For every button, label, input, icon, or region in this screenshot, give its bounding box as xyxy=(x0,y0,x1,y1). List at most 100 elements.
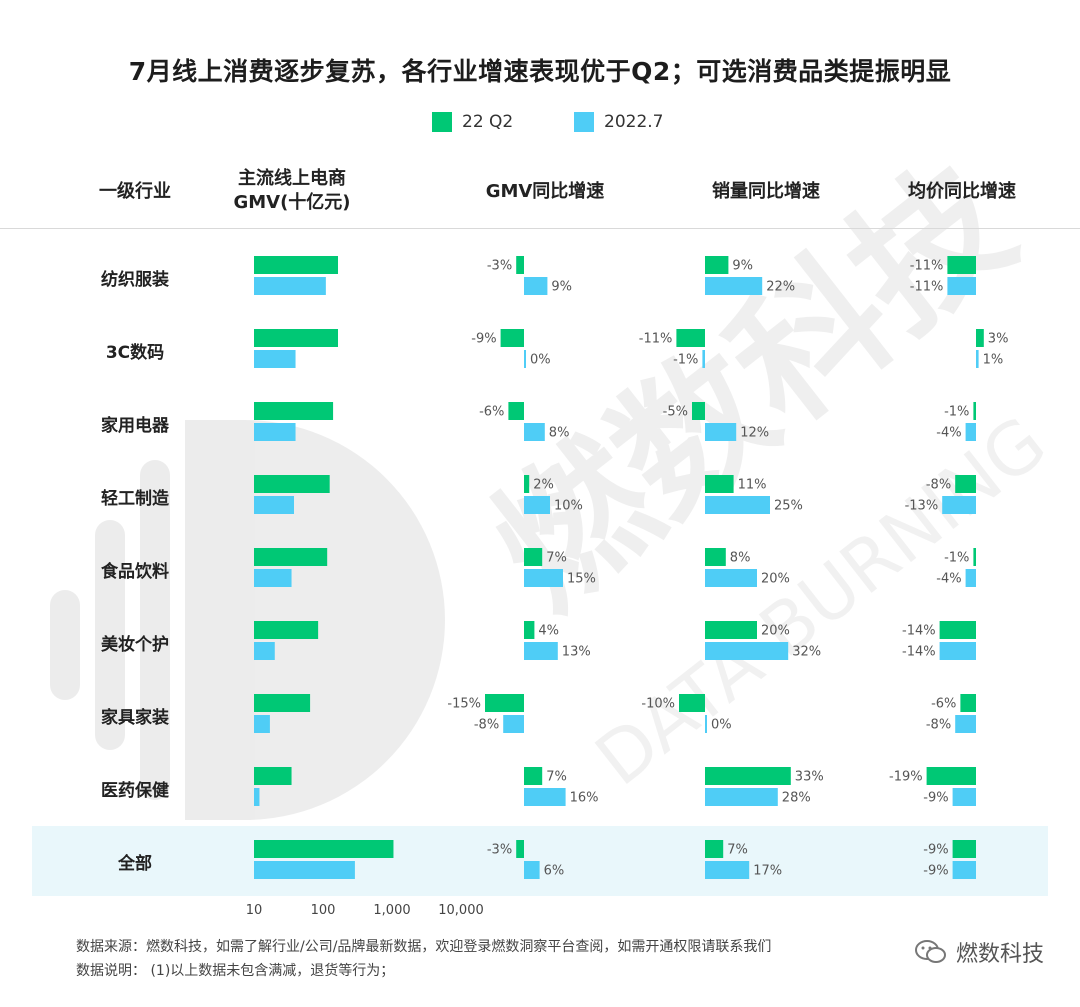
gmv-bar-q2 xyxy=(254,767,292,785)
volume_yoy-label-jul: 22% xyxy=(766,280,795,295)
price_yoy-bar-jul xyxy=(965,423,976,441)
volume_yoy-bar-q2 xyxy=(705,767,791,785)
gmv_yoy-label-jul: 16% xyxy=(570,791,599,806)
brand-badge: 燃数科技 xyxy=(914,936,1044,968)
row-label-pharma: 医药保健 xyxy=(101,781,169,801)
price_yoy-label-jul: -8% xyxy=(926,718,951,733)
gmv-bar-q2 xyxy=(254,621,319,639)
gmv_yoy-bar-jul xyxy=(524,861,540,879)
price_yoy-bar-q2 xyxy=(926,767,976,785)
gmv_yoy-label-jul: 15% xyxy=(567,572,596,587)
column-header-gmv-yoy: GMV同比增速 xyxy=(485,181,605,202)
volume_yoy-bar-q2 xyxy=(705,256,729,274)
volume_yoy-bar-jul xyxy=(702,350,705,368)
price_yoy-label-jul: -9% xyxy=(923,864,948,879)
price_yoy-bar-jul xyxy=(965,569,976,587)
volume_yoy-bar-jul xyxy=(705,861,750,879)
volume_yoy-label-q2: 8% xyxy=(730,551,751,566)
gmv_yoy-label-jul: 9% xyxy=(551,280,572,295)
legend-swatch-q2 xyxy=(432,112,452,132)
volume_yoy-label-q2: 7% xyxy=(727,843,748,858)
price_yoy-label-q2: -19% xyxy=(889,770,923,785)
gmv-bar-jul xyxy=(254,277,326,295)
price_yoy-bar-q2 xyxy=(955,475,976,493)
gmv-bar-jul xyxy=(254,715,270,733)
volume_yoy-bar-q2 xyxy=(705,475,734,493)
total-row-highlight xyxy=(32,826,1048,896)
price_yoy-label-jul: -11% xyxy=(910,280,944,295)
gmv_yoy-label-q2: -3% xyxy=(487,259,512,274)
price_yoy-label-q2: -1% xyxy=(944,551,969,566)
gmv_yoy-bar-q2 xyxy=(516,256,524,274)
gmv_yoy-bar-q2 xyxy=(524,621,535,639)
footer-source: 数据来源：燃数科技，如需了解行业/公司/品牌最新数据，欢迎登录燃数洞察平台查阅，… xyxy=(76,939,772,955)
gmv_yoy-label-jul: -8% xyxy=(474,718,499,733)
gmv-bar-jul xyxy=(254,788,260,806)
column-header-gmv: 主流线上电商 GMV(十亿元) xyxy=(212,167,372,215)
gmv-bar-jul xyxy=(254,423,296,441)
volume_yoy-bar-jul xyxy=(705,496,770,514)
gmv-bar-q2 xyxy=(254,402,334,420)
price_yoy-label-q2: -14% xyxy=(902,624,936,639)
price_yoy-label-q2: 3% xyxy=(988,332,1009,347)
gmv_yoy-bar-jul xyxy=(524,788,566,806)
volume_yoy-label-q2: -5% xyxy=(663,405,688,420)
volume_yoy-label-jul: 20% xyxy=(761,572,790,587)
gmv_yoy-bar-jul xyxy=(524,277,548,295)
gmv_yoy-bar-q2 xyxy=(524,548,543,566)
gmv_yoy-label-jul: 6% xyxy=(544,864,565,879)
column-header-industry: 一级行业 xyxy=(99,181,171,202)
row-label-total: 全部 xyxy=(118,854,152,874)
legend-item-q2: 22 Q2 xyxy=(432,112,513,132)
volume_yoy-label-jul: 25% xyxy=(774,499,803,514)
volume_yoy-bar-q2 xyxy=(705,840,724,858)
price_yoy-label-jul: 1% xyxy=(983,353,1004,368)
gmv_yoy-label-q2: -9% xyxy=(471,332,496,347)
volume_yoy-label-jul: 28% xyxy=(782,791,811,806)
volume_yoy-bar-jul xyxy=(705,569,757,587)
gmv_yoy-bar-jul xyxy=(503,715,524,733)
volume_yoy-bar-jul xyxy=(705,277,763,295)
volume_yoy-label-jul: 17% xyxy=(753,864,782,879)
row-label-furniture: 家具家装 xyxy=(101,708,169,728)
price_yoy-bar-q2 xyxy=(952,840,976,858)
gmv_yoy-bar-q2 xyxy=(524,767,543,785)
price_yoy-bar-jul xyxy=(939,642,976,660)
column-header-gmv-line2: GMV(十亿元) xyxy=(233,192,351,213)
gmv_yoy-label-q2: 4% xyxy=(538,624,559,639)
gmv_yoy-bar-jul xyxy=(524,642,558,660)
header-divider xyxy=(0,228,1080,229)
price_yoy-label-jul: -9% xyxy=(923,791,948,806)
gmv_yoy-bar-jul xyxy=(524,350,526,368)
volume_yoy-label-q2: -10% xyxy=(641,697,675,712)
price_yoy-bar-q2 xyxy=(939,621,976,639)
price_yoy-bar-jul xyxy=(952,788,976,806)
price_yoy-bar-q2 xyxy=(960,694,976,712)
volume_yoy-bar-q2 xyxy=(692,402,705,420)
column-header-gmv-line1: 主流线上电商 xyxy=(238,168,346,189)
gmv-bar-q2 xyxy=(254,475,330,493)
gmv_yoy-label-jul: 10% xyxy=(554,499,583,514)
price_yoy-label-jul: -14% xyxy=(902,645,936,660)
gmv-bar-q2 xyxy=(254,694,311,712)
row-label-appliances: 家用电器 xyxy=(101,416,169,436)
price_yoy-bar-q2 xyxy=(947,256,976,274)
price_yoy-label-jul: -13% xyxy=(905,499,939,514)
gmv_yoy-label-q2: 7% xyxy=(546,770,567,785)
row-label-textile: 纺织服装 xyxy=(101,270,169,290)
volume_yoy-label-q2: -11% xyxy=(639,332,673,347)
gmv-bar-jul xyxy=(254,569,292,587)
volume_yoy-label-q2: 20% xyxy=(761,624,790,639)
column-header-price-yoy: 均价同比增速 xyxy=(908,181,1016,202)
price_yoy-bar-jul xyxy=(942,496,976,514)
legend-swatch-jul xyxy=(574,112,594,132)
volume_yoy-bar-q2 xyxy=(676,329,705,347)
volume_yoy-label-q2: 9% xyxy=(732,259,753,274)
legend-item-jul: 2022.7 xyxy=(574,112,663,132)
gmv-axis-tick-label: 1,000 xyxy=(373,903,410,918)
row-label-beauty: 美妆个护 xyxy=(101,635,169,655)
gmv-bar-jul xyxy=(254,350,296,368)
gmv_yoy-bar-q2 xyxy=(500,329,524,347)
price_yoy-label-q2: -1% xyxy=(944,405,969,420)
gmv-axis-tick-label: 10 xyxy=(246,903,263,918)
